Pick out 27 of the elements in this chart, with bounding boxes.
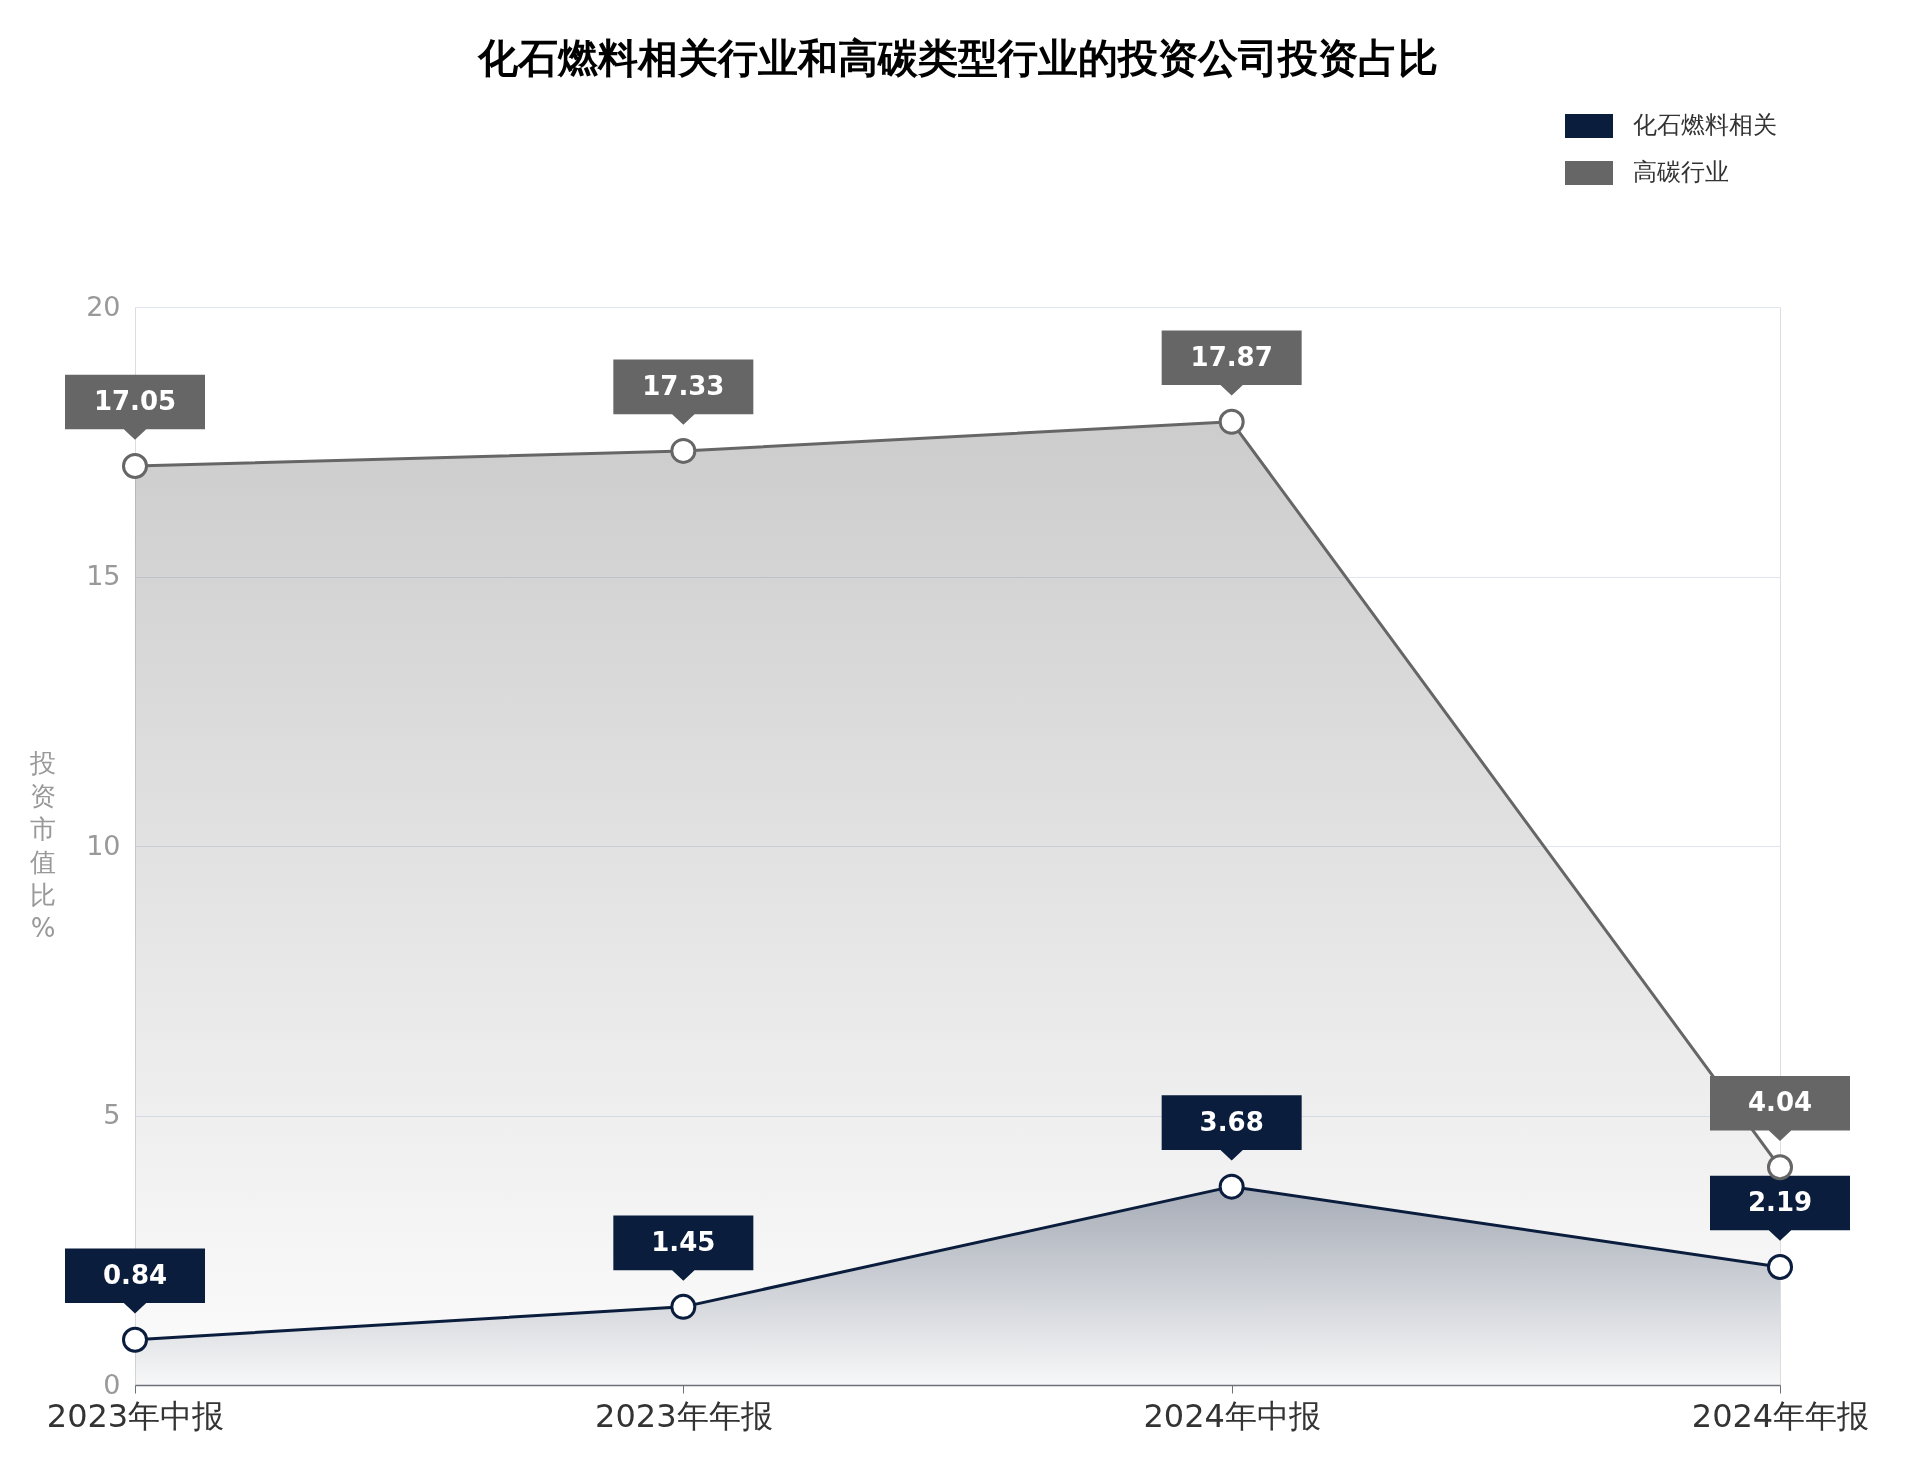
legend-label: 高碳行业 <box>1633 158 1729 186</box>
point <box>670 437 697 464</box>
legend-label: 化石燃料相关 <box>1633 111 1777 139</box>
point <box>121 453 149 479</box>
data-label: 1.45 <box>651 1226 716 1257</box>
data-label: 17.05 <box>93 386 177 417</box>
data-label: 3.68 <box>1199 1106 1264 1137</box>
x-tick-label: 2024年年报 <box>1691 1396 1870 1435</box>
y-axis-title: 投资市值比% <box>29 747 56 943</box>
data-label: 17.33 <box>642 370 725 401</box>
data-label: 2.19 <box>1747 1186 1813 1217</box>
point <box>670 1293 697 1320</box>
data-label: 17.87 <box>1190 341 1273 372</box>
point <box>1218 408 1245 435</box>
point <box>1218 1173 1245 1200</box>
chart-title: 化石燃料相关行业和高碳类型行业的投资公司投资占比 <box>476 35 1438 81</box>
data-label: 4.04 <box>1747 1087 1813 1118</box>
y-tick-label: 10 <box>86 829 121 861</box>
point <box>121 1326 149 1353</box>
point <box>1766 1154 1794 1181</box>
point <box>1766 1253 1794 1280</box>
y-tick-label: 20 <box>86 290 121 322</box>
x-tick-label: 2024年中报 <box>1143 1396 1321 1435</box>
y-tick-label: 5 <box>103 1099 121 1130</box>
y-tick-label: 15 <box>86 560 121 591</box>
x-tick-label: 2023年年报 <box>595 1396 773 1435</box>
data-label: 0.84 <box>102 1259 168 1290</box>
